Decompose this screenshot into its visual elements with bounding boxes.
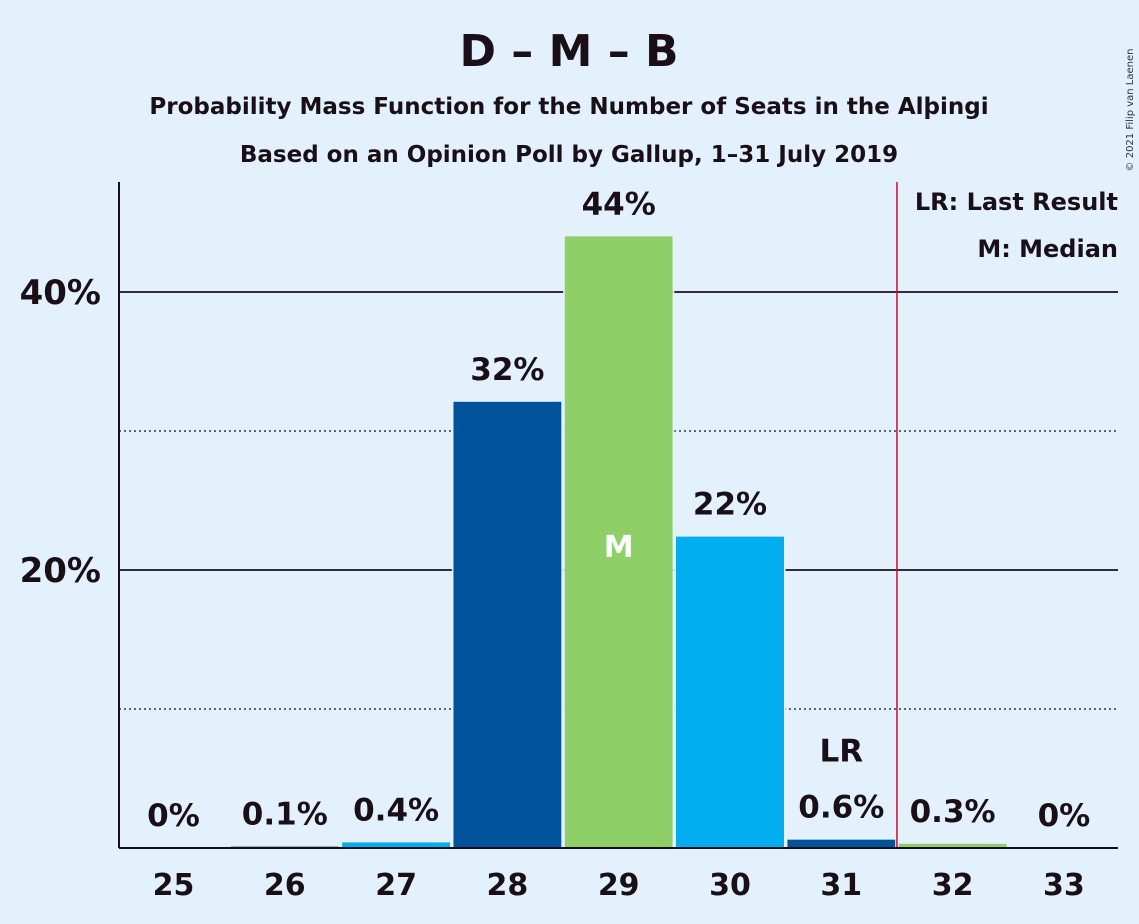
x-tick-label: 26: [264, 868, 306, 903]
chart-subtitle-line-2: Based on an Opinion Poll by Gallup, 1–31…: [240, 142, 898, 168]
bar-separator: [895, 839, 897, 848]
bar-separator: [674, 536, 676, 848]
value-label-seat-33: 0%: [1038, 798, 1091, 834]
chart-subtitle-line-1: Probability Mass Function for the Number…: [149, 94, 988, 120]
axes: 20% 40% 25 26 27 28 29 30 31 32 33: [20, 182, 1118, 903]
bar-separator: [340, 842, 343, 848]
bar-seat-31: [787, 839, 896, 848]
x-tick-label: 25: [153, 868, 195, 903]
value-label-seat-29: 44%: [582, 186, 656, 222]
value-label-seat-30: 22%: [693, 487, 767, 523]
legend: LR: Last Result M: Median: [915, 188, 1118, 263]
legend-item-median: M: Median: [977, 235, 1118, 263]
x-tick-label: 28: [487, 868, 529, 903]
copyright-notice: © 2021 Filip van Laenen: [1125, 49, 1136, 172]
x-tick-label: 30: [709, 868, 751, 903]
bar-separator: [672, 236, 675, 848]
bar-seat-32: [898, 843, 1007, 848]
value-label-seat-31: 0.6%: [798, 790, 884, 826]
legend-item-last-result: LR: Last Result: [915, 188, 1118, 216]
bar-separator: [784, 536, 786, 848]
bar-separator: [1006, 843, 1009, 848]
bar-seat-28: [453, 401, 562, 848]
value-label-seat-28: 32%: [470, 352, 544, 388]
x-tick-label: 31: [820, 868, 862, 903]
value-label-seat-27: 0.4%: [353, 792, 439, 828]
value-label-seat-25: 0%: [147, 798, 200, 834]
y-tick-label: 20%: [20, 551, 101, 591]
bar-separator: [450, 842, 452, 848]
y-tick-label: 40%: [20, 273, 101, 313]
chart-title: D – M – B: [459, 26, 678, 77]
bar-seat-30: [676, 536, 784, 848]
bar-seat-29: [564, 236, 673, 848]
bar-separator: [451, 401, 454, 848]
bar-separator: [561, 401, 563, 848]
x-tick-label: 29: [598, 868, 640, 903]
bar-separator: [897, 843, 899, 848]
median-marker: M: [604, 530, 634, 565]
x-tick-label: 33: [1043, 868, 1085, 903]
x-tick-label: 32: [932, 868, 974, 903]
bars: [229, 236, 1009, 848]
value-label-seat-26: 0.1%: [242, 797, 328, 833]
value-labels: 0% 0.1% 0.4% 32% 44% M 22% 0.6% LR 0.3% 0%: [147, 186, 1090, 834]
last-result-marker: LR: [819, 734, 863, 770]
x-tick-label: 27: [375, 868, 417, 903]
value-label-seat-32: 0.3%: [910, 794, 996, 830]
bar-seat-27: [342, 842, 451, 848]
bar-separator: [563, 236, 565, 848]
bar-separator: [785, 839, 788, 848]
